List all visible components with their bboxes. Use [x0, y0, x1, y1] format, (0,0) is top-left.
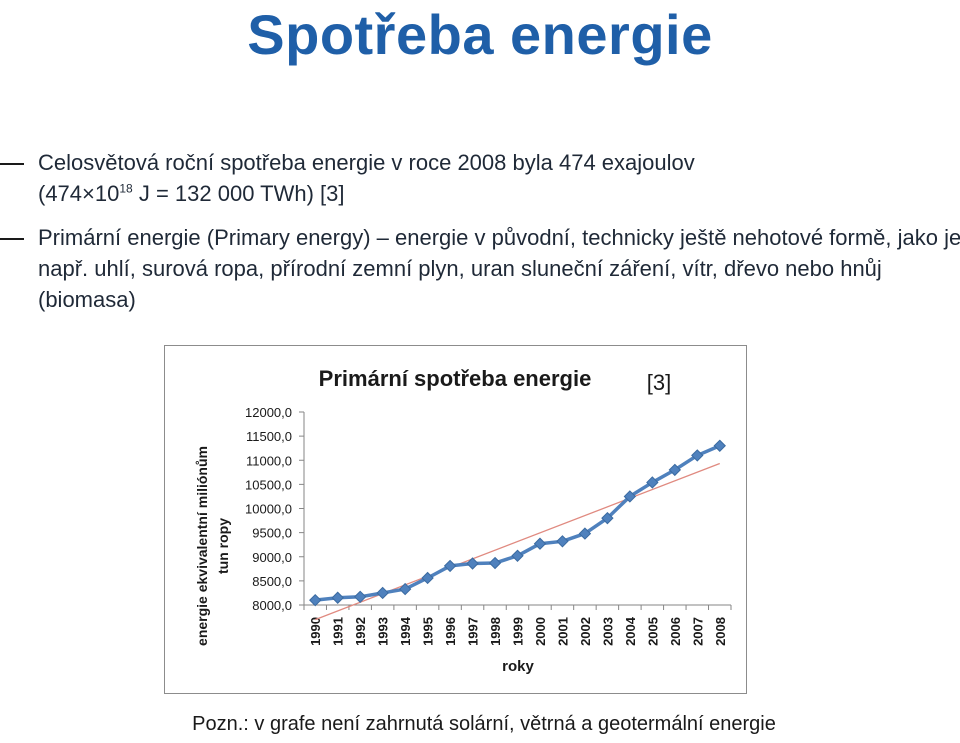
x-tick-label: 1993	[376, 617, 391, 646]
bullet-total-consumption: Celosvětová roční spotřeba energie v roc…	[38, 147, 938, 209]
series-line	[315, 444, 721, 602]
formula-text: (474×10	[38, 181, 120, 206]
formula-exponent: 18	[119, 181, 133, 196]
data-point	[533, 537, 547, 550]
x-tick-label: 2004	[623, 616, 638, 646]
primary-energy-chart: Primární spotřeba energie [3] energie ek…	[194, 366, 732, 675]
y-axis-label-line1: energie ekvivalentní miliónům	[194, 446, 210, 646]
y-axis-label: tun ropy	[215, 518, 231, 574]
data-point	[646, 476, 659, 489]
data-point	[443, 559, 457, 573]
y-tick-label: 9500,0	[252, 526, 292, 541]
chart-annotation: [3]	[647, 370, 671, 395]
data-point	[353, 590, 367, 604]
data-point	[466, 557, 479, 570]
x-tick-label: 1999	[511, 617, 526, 646]
data-point	[511, 549, 524, 562]
chart-title: Primární spotřeba energie	[319, 366, 592, 391]
data-point	[623, 490, 637, 503]
trendline	[315, 462, 720, 621]
data-point	[309, 593, 322, 607]
x-tick-label: 2001	[555, 617, 570, 646]
y-tick-label: 11000,0	[246, 453, 292, 468]
x-tick-label: 1990	[308, 617, 323, 646]
bullet-line: Celosvětová roční spotřeba energie v roc…	[38, 150, 695, 175]
data-point	[578, 527, 592, 540]
y-tick-label: 11500,0	[246, 429, 292, 444]
data-point	[713, 439, 726, 452]
y-axis-label-line2: tun ropy	[215, 518, 231, 574]
y-tick-label: 8500,0	[252, 574, 292, 589]
data-point	[488, 556, 502, 570]
bullet-line: (474×1018 J = 132 000 TWh) [3]	[38, 178, 938, 209]
x-tick-label: 2002	[578, 617, 593, 646]
footnote: Pozn.: v grafe není zahrnutá solární, vě…	[192, 713, 776, 735]
x-tick-label: 2006	[668, 617, 683, 646]
x-tick-label: 2005	[645, 617, 660, 646]
bullet-dash	[0, 163, 24, 165]
chart-frame: Primární spotřeba energie [3] energie ek…	[164, 345, 747, 694]
y-tick-label: 9000,0	[252, 550, 292, 565]
x-tick-label: 1991	[331, 617, 346, 646]
data-point	[668, 463, 682, 477]
x-tick-label: 1995	[421, 617, 436, 646]
y-tick-label: 10500,0	[245, 477, 292, 492]
slide-title: Spotřeba energie	[247, 3, 713, 66]
formula-text: J = 132 000 TWh) [3]	[132, 181, 345, 206]
y-tick-label: 10000,0	[245, 502, 292, 517]
x-tick-label: 1996	[443, 617, 458, 646]
data-point	[331, 591, 344, 604]
data-point	[398, 582, 412, 596]
y-tick-label: 8000,0	[252, 598, 292, 613]
x-tick-label: 1997	[466, 617, 481, 646]
x-tick-label: 1994	[398, 616, 413, 646]
x-axis-label: roky	[502, 658, 534, 675]
data-point	[601, 511, 614, 525]
x-tick-label: 2008	[713, 617, 728, 646]
x-tick-label: 1992	[353, 617, 368, 646]
x-tick-label: 2003	[600, 617, 615, 646]
bullet-primary-energy: Primární energie (Primary energy) – ener…	[38, 225, 960, 312]
y-axis-label: energie ekvivalentní miliónům	[194, 446, 210, 646]
data-point	[556, 535, 569, 548]
y-tick-label: 12000,0	[245, 405, 292, 420]
x-tick-label: 2000	[533, 617, 548, 646]
data-point	[376, 586, 389, 600]
x-tick-label: 2007	[690, 617, 705, 646]
bullet-dash	[0, 238, 24, 240]
x-tick-label: 1998	[488, 617, 503, 646]
data-point	[421, 571, 434, 585]
data-point	[691, 449, 704, 462]
